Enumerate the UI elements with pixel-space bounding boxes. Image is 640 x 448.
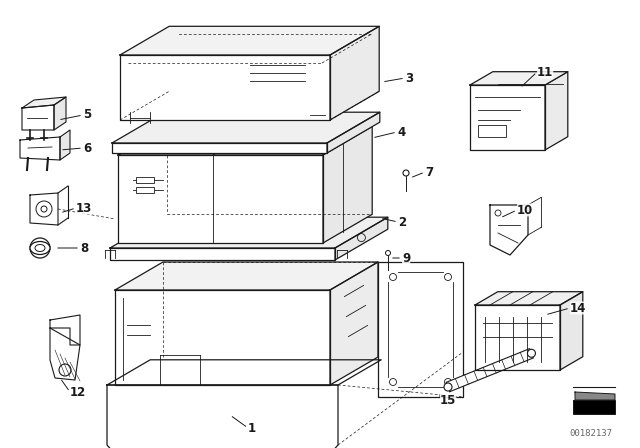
Bar bbox=[136, 187, 154, 193]
Polygon shape bbox=[118, 155, 323, 243]
Bar bbox=[136, 177, 154, 183]
Polygon shape bbox=[545, 72, 568, 150]
Polygon shape bbox=[446, 349, 533, 392]
Circle shape bbox=[403, 170, 409, 176]
Text: 13: 13 bbox=[76, 202, 92, 215]
Polygon shape bbox=[112, 112, 380, 143]
Text: 12: 12 bbox=[70, 385, 86, 399]
Polygon shape bbox=[115, 290, 330, 385]
Polygon shape bbox=[470, 85, 545, 150]
Polygon shape bbox=[22, 105, 54, 130]
Text: 9: 9 bbox=[402, 251, 410, 264]
Polygon shape bbox=[115, 262, 378, 290]
Bar bbox=[573, 400, 615, 414]
Polygon shape bbox=[490, 205, 528, 255]
Text: 15: 15 bbox=[440, 393, 456, 406]
Circle shape bbox=[444, 383, 452, 391]
Polygon shape bbox=[330, 262, 378, 385]
Text: 8: 8 bbox=[80, 241, 88, 254]
Polygon shape bbox=[378, 262, 463, 397]
Polygon shape bbox=[50, 328, 80, 380]
Ellipse shape bbox=[30, 241, 50, 254]
Text: 2: 2 bbox=[398, 215, 406, 228]
Polygon shape bbox=[575, 392, 615, 400]
Text: 3: 3 bbox=[405, 72, 413, 85]
Polygon shape bbox=[118, 126, 372, 155]
Text: 5: 5 bbox=[83, 108, 92, 121]
Bar bbox=[573, 400, 615, 414]
Text: 7: 7 bbox=[425, 165, 433, 178]
Polygon shape bbox=[60, 130, 70, 160]
Polygon shape bbox=[120, 55, 330, 120]
Polygon shape bbox=[470, 72, 568, 85]
Polygon shape bbox=[54, 97, 66, 130]
Polygon shape bbox=[330, 26, 379, 120]
Polygon shape bbox=[22, 97, 66, 108]
Polygon shape bbox=[560, 292, 583, 370]
Text: 14: 14 bbox=[570, 302, 586, 314]
Text: 6: 6 bbox=[83, 142, 92, 155]
Polygon shape bbox=[50, 315, 80, 345]
Polygon shape bbox=[107, 360, 381, 385]
Text: 00182137: 00182137 bbox=[569, 429, 612, 438]
Text: 11: 11 bbox=[537, 65, 553, 78]
Text: 10: 10 bbox=[517, 203, 533, 216]
Polygon shape bbox=[112, 143, 327, 153]
Bar bbox=[478, 125, 506, 137]
Polygon shape bbox=[20, 137, 60, 160]
Polygon shape bbox=[120, 26, 379, 55]
Polygon shape bbox=[107, 385, 338, 448]
Polygon shape bbox=[327, 112, 380, 153]
Polygon shape bbox=[110, 248, 335, 260]
Polygon shape bbox=[475, 305, 560, 370]
Polygon shape bbox=[323, 126, 372, 243]
Polygon shape bbox=[475, 292, 583, 305]
Circle shape bbox=[527, 349, 536, 358]
Polygon shape bbox=[110, 217, 388, 248]
Polygon shape bbox=[30, 193, 58, 225]
Polygon shape bbox=[335, 217, 388, 260]
Circle shape bbox=[385, 250, 390, 255]
Text: 4: 4 bbox=[397, 125, 405, 138]
Text: 1: 1 bbox=[248, 422, 256, 435]
